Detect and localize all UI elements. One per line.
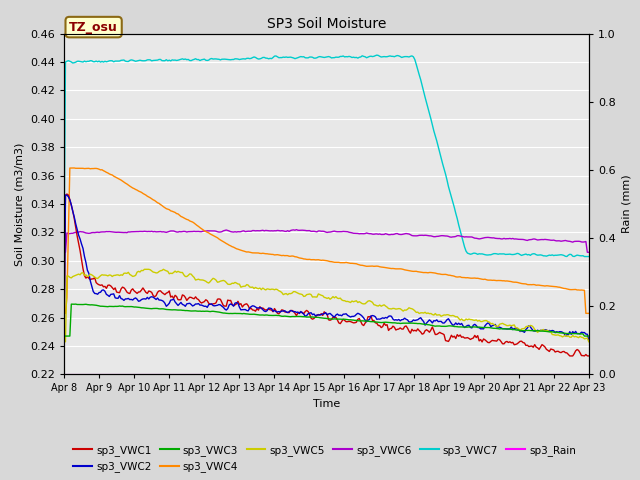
X-axis label: Time: Time <box>313 399 340 409</box>
sp3_VWC5 <box>557 333 565 339</box>
sp3_VWC4 <box>291 254 299 260</box>
Line: sp3_VWC1: sp3_VWC1 <box>64 194 589 356</box>
sp3_VWC2 <box>61 192 69 198</box>
sp3_VWC6 <box>243 228 251 234</box>
sp3_VWC2 <box>126 297 134 302</box>
sp3_VWC4 <box>60 311 68 316</box>
Line: sp3_VWC7: sp3_VWC7 <box>64 55 589 256</box>
sp3_VWC7 <box>373 52 381 58</box>
sp3_Rain <box>234 372 242 377</box>
sp3_VWC2 <box>585 337 593 343</box>
sp3_VWC3 <box>244 311 252 317</box>
sp3_VWC7 <box>243 56 251 61</box>
sp3_VWC4 <box>244 249 252 255</box>
sp3_VWC7 <box>585 253 593 259</box>
sp3_VWC2 <box>218 303 226 309</box>
Text: TZ_osu: TZ_osu <box>69 21 118 34</box>
sp3_VWC5 <box>125 269 132 275</box>
sp3_VWC3 <box>557 330 565 336</box>
sp3_Rain <box>60 372 68 377</box>
sp3_VWC7 <box>125 59 132 64</box>
sp3_VWC3 <box>126 304 134 310</box>
Line: sp3_VWC2: sp3_VWC2 <box>64 195 589 340</box>
sp3_VWC3 <box>236 311 243 316</box>
sp3_VWC6 <box>292 227 300 232</box>
Line: sp3_VWC5: sp3_VWC5 <box>64 269 589 342</box>
sp3_VWC2 <box>244 308 252 314</box>
Line: sp3_VWC6: sp3_VWC6 <box>64 229 589 252</box>
sp3_VWC3 <box>585 333 593 339</box>
sp3_VWC1 <box>126 290 134 296</box>
sp3_VWC5 <box>141 266 148 272</box>
sp3_VWC6 <box>557 239 565 244</box>
sp3_VWC1 <box>218 300 226 305</box>
sp3_Rain <box>556 372 563 377</box>
sp3_VWC2 <box>291 309 299 314</box>
sp3_VWC6 <box>125 229 132 235</box>
sp3_VWC2 <box>60 337 68 343</box>
sp3_VWC4 <box>218 238 226 244</box>
Y-axis label: Rain (mm): Rain (mm) <box>621 175 631 233</box>
sp3_VWC4 <box>585 311 593 316</box>
sp3_VWC6 <box>234 229 242 235</box>
sp3_Rain <box>290 372 298 377</box>
sp3_Rain <box>585 372 593 377</box>
Line: sp3_VWC4: sp3_VWC4 <box>64 168 589 313</box>
Y-axis label: Soil Moisture (m3/m3): Soil Moisture (m3/m3) <box>15 142 24 266</box>
sp3_Rain <box>216 372 224 377</box>
sp3_VWC7 <box>557 252 565 258</box>
sp3_VWC6 <box>290 227 298 233</box>
Title: SP3 Soil Moisture: SP3 Soil Moisture <box>267 17 386 31</box>
sp3_VWC1 <box>236 301 243 307</box>
sp3_VWC1 <box>244 303 252 309</box>
sp3_VWC1 <box>63 191 71 197</box>
sp3_VWC1 <box>557 350 565 356</box>
sp3_VWC5 <box>236 281 243 287</box>
sp3_VWC4 <box>236 247 243 252</box>
sp3_Rain <box>125 372 132 377</box>
sp3_VWC4 <box>70 165 78 171</box>
sp3_VWC7 <box>60 253 68 259</box>
sp3_VWC3 <box>72 301 79 307</box>
sp3_VWC7 <box>290 55 298 61</box>
sp3_VWC5 <box>585 339 593 345</box>
sp3_VWC3 <box>218 310 226 316</box>
sp3_VWC1 <box>60 353 68 359</box>
sp3_VWC7 <box>216 57 224 63</box>
sp3_VWC5 <box>291 289 299 295</box>
sp3_VWC7 <box>234 56 242 62</box>
Line: sp3_VWC3: sp3_VWC3 <box>64 304 589 336</box>
sp3_VWC1 <box>291 311 299 316</box>
sp3_VWC4 <box>126 183 134 189</box>
sp3_VWC6 <box>585 250 593 255</box>
sp3_VWC2 <box>236 304 243 310</box>
sp3_VWC4 <box>557 285 565 290</box>
sp3_Rain <box>243 372 251 377</box>
sp3_VWC3 <box>291 314 299 320</box>
sp3_VWC2 <box>557 329 565 335</box>
sp3_VWC5 <box>218 278 226 284</box>
sp3_VWC5 <box>60 339 68 345</box>
sp3_VWC1 <box>585 353 593 359</box>
sp3_VWC5 <box>244 282 252 288</box>
Legend: sp3_VWC1, sp3_VWC2, sp3_VWC3, sp3_VWC4, sp3_VWC5, sp3_VWC6, sp3_VWC7, sp3_Rain: sp3_VWC1, sp3_VWC2, sp3_VWC3, sp3_VWC4, … <box>69 441 580 476</box>
sp3_VWC6 <box>60 250 68 255</box>
sp3_VWC3 <box>60 333 68 339</box>
sp3_VWC6 <box>216 229 224 235</box>
